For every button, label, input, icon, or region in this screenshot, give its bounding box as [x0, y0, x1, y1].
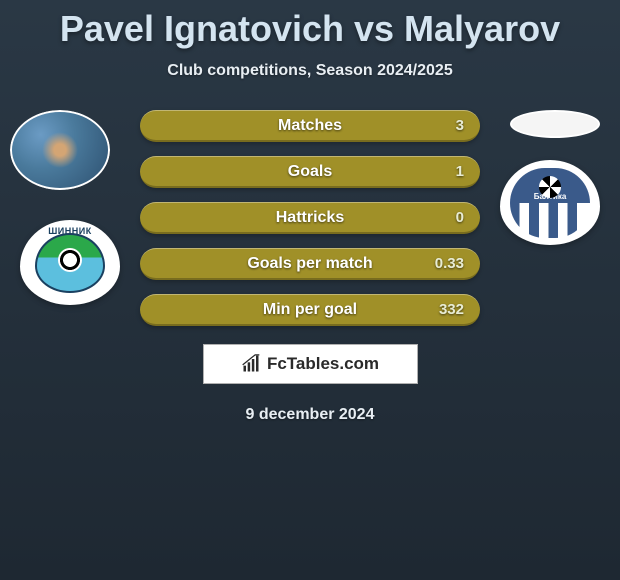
player-right-avatar — [510, 110, 600, 138]
page-title: Pavel Ignatovich vs Malyarov — [0, 0, 620, 50]
player-photo-placeholder — [10, 110, 110, 190]
club-left-emblem — [35, 233, 105, 293]
stat-row-hattricks: Hattricks 0 — [140, 202, 480, 234]
club-right-emblem: Балтика — [510, 168, 590, 238]
comparison-panel: ШИННИК Балтика Matches 3 Goals 1 Hattric… — [0, 110, 620, 424]
stat-row-min-per-goal: Min per goal 332 — [140, 294, 480, 326]
stat-row-goals: Goals 1 — [140, 156, 480, 188]
shield-icon: Балтика — [500, 160, 600, 245]
stat-value: 332 — [439, 301, 464, 318]
page-subtitle: Club competitions, Season 2024/2025 — [0, 62, 620, 80]
stats-list: Matches 3 Goals 1 Hattricks 0 Goals per … — [140, 110, 480, 326]
stat-label: Goals per match — [247, 255, 372, 273]
stat-row-goals-per-match: Goals per match 0.33 — [140, 248, 480, 280]
club-right-badge: Балтика — [500, 160, 600, 245]
club-left-badge: ШИННИК — [20, 220, 120, 305]
player-left-avatar — [10, 110, 110, 190]
stat-label: Matches — [278, 117, 342, 135]
branding-text: FcTables.com — [267, 354, 379, 374]
shield-icon: ШИННИК — [20, 220, 120, 305]
club-right-name: Балтика — [510, 192, 590, 201]
stat-row-matches: Matches 3 — [140, 110, 480, 142]
stat-label: Goals — [288, 163, 332, 181]
chart-icon — [241, 354, 261, 374]
stat-value: 3 — [456, 117, 464, 134]
stat-label: Hattricks — [276, 209, 344, 227]
snapshot-date: 9 december 2024 — [0, 406, 620, 424]
stat-value: 0 — [456, 209, 464, 226]
stat-value: 0.33 — [435, 255, 464, 272]
stat-value: 1 — [456, 163, 464, 180]
club-right-emblem-top: Балтика — [510, 168, 590, 203]
club-right-emblem-bottom — [510, 203, 590, 238]
stat-label: Min per goal — [263, 301, 357, 319]
branding-badge[interactable]: FcTables.com — [203, 344, 418, 384]
